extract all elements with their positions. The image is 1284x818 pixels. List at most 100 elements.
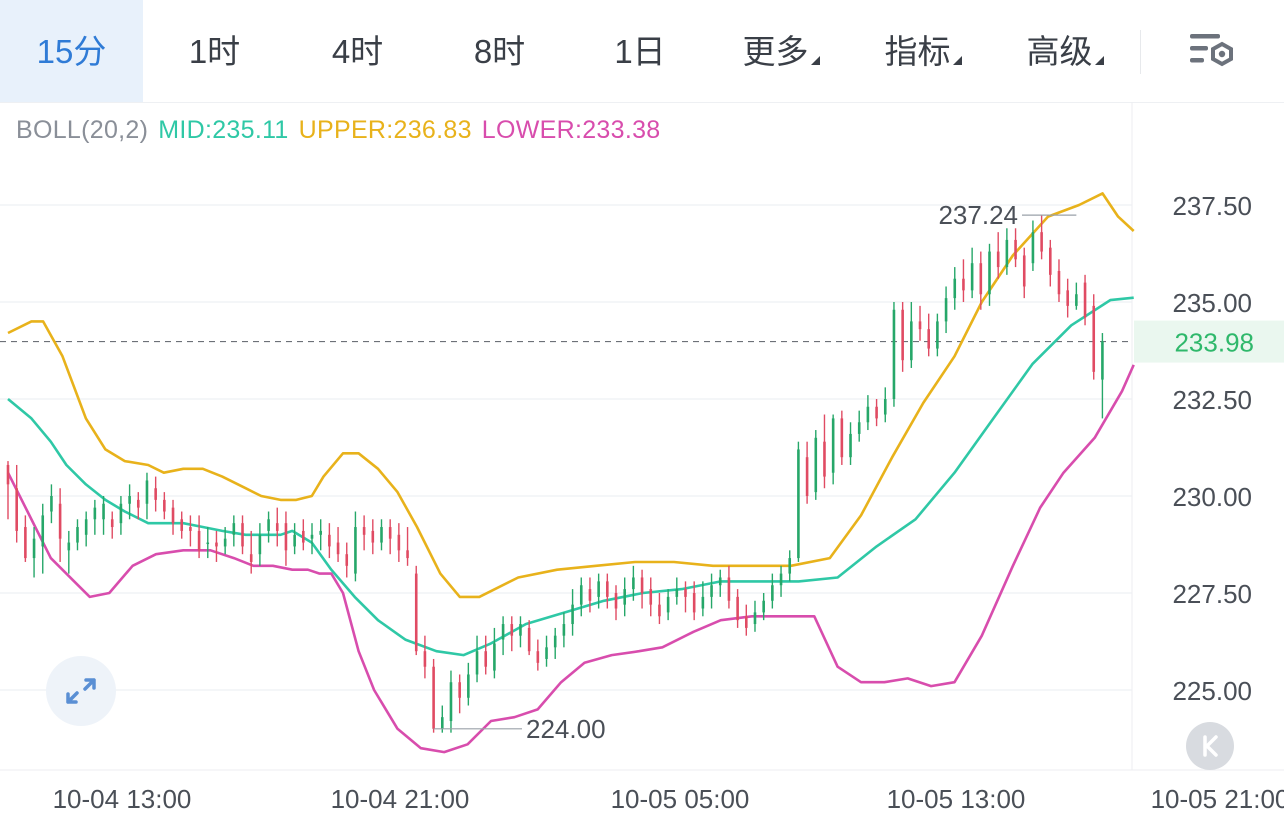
candle — [849, 422, 852, 465]
candle-body — [50, 496, 53, 512]
candle-body — [197, 530, 201, 551]
candle — [197, 515, 201, 559]
candle-body — [232, 523, 236, 535]
candle — [345, 542, 349, 578]
candle — [805, 441, 809, 504]
candle — [58, 488, 62, 562]
candle-body — [510, 624, 514, 636]
candle — [432, 658, 435, 733]
candle — [6, 461, 10, 520]
price-chart[interactable]: 237.24 224.00 237.50 235.00 232.50 230.00 227… — [0, 102, 1284, 818]
candle — [797, 441, 800, 562]
candle — [249, 530, 253, 574]
candle — [467, 662, 470, 706]
candle-body — [1066, 290, 1069, 306]
tab-8h[interactable]: 8时 — [473, 33, 526, 70]
candle — [380, 519, 383, 551]
candle-body — [267, 519, 270, 531]
candle — [901, 302, 904, 372]
scroll-to-latest-button[interactable] — [1186, 722, 1234, 770]
candle — [24, 515, 27, 562]
candle — [718, 569, 722, 597]
chart-settings-icon — [1190, 34, 1233, 67]
candle — [449, 670, 453, 733]
candle-body — [579, 585, 583, 605]
min-price-label: 224.00 — [526, 714, 606, 744]
candle-body — [180, 519, 184, 531]
tab-4h[interactable]: 4时 — [331, 33, 384, 70]
candle-body — [632, 577, 635, 590]
candle — [771, 573, 774, 609]
candle-body — [771, 585, 774, 601]
candle-body — [710, 585, 713, 597]
candle — [970, 247, 974, 299]
candle-body — [458, 682, 461, 698]
candle-body — [362, 527, 366, 535]
candle-body — [32, 538, 36, 559]
candle-body — [284, 523, 288, 551]
chart-settings-button[interactable] — [1170, 22, 1250, 82]
candle-body — [571, 604, 574, 625]
candle-body — [440, 717, 444, 729]
tab-indicators[interactable]: 指标 — [852, 0, 994, 102]
candle-body — [119, 503, 123, 524]
x-tick-label: 10-05 05:00 — [611, 784, 750, 814]
candle — [927, 313, 931, 357]
candle-body — [493, 643, 496, 671]
candle-body — [944, 298, 948, 322]
x-tick-label: 10-04 21:00 — [331, 784, 470, 814]
candle-body — [189, 527, 192, 531]
tab-more[interactable]: 更多 — [710, 0, 852, 102]
candle — [597, 573, 600, 609]
candle — [606, 573, 609, 609]
toolbar-divider — [1140, 30, 1141, 74]
boll-legend: BOLL(20,2) MID:235.11 UPPER:236.83 LOWER:23… — [16, 116, 670, 145]
candle — [953, 267, 957, 310]
candle-body — [110, 519, 114, 528]
candle-body — [249, 554, 253, 562]
candle — [354, 511, 357, 582]
candle — [571, 589, 574, 636]
candle-body — [380, 527, 383, 543]
candle-body — [1040, 232, 1043, 252]
candle — [814, 430, 818, 500]
x-tick-label: 10-05 13:00 — [887, 784, 1026, 814]
candle — [553, 627, 557, 659]
candle — [414, 565, 418, 656]
candle-body — [93, 507, 97, 520]
tab-advanced[interactable]: 高级 — [994, 0, 1136, 102]
candle-body — [519, 624, 522, 636]
candle — [310, 523, 314, 555]
candle-body — [1083, 282, 1087, 318]
candle-body — [805, 457, 809, 496]
candle — [840, 410, 844, 465]
tab-1d[interactable]: 1日 — [614, 33, 666, 70]
candle-body — [892, 309, 896, 399]
candle — [823, 414, 826, 489]
candle — [1057, 259, 1061, 302]
candle-body — [857, 422, 861, 434]
candle — [744, 604, 748, 636]
candle-body — [336, 542, 340, 555]
candle — [76, 519, 79, 551]
fullscreen-button[interactable] — [46, 656, 116, 726]
candle-body — [536, 651, 540, 663]
dropdown-caret-icon — [952, 56, 962, 65]
last-price-tag — [1134, 320, 1284, 363]
candle — [93, 499, 97, 535]
candle — [223, 527, 227, 555]
candle-body — [215, 542, 218, 547]
candle-body — [484, 651, 488, 667]
candle-body — [675, 589, 679, 597]
candle — [189, 515, 192, 547]
candle — [944, 286, 948, 334]
tab-15m[interactable]: 15分 — [0, 0, 143, 102]
candle-body — [1049, 247, 1052, 275]
candle-body — [649, 589, 653, 605]
x-tick-label: 10-04 13:00 — [53, 784, 192, 814]
candle — [501, 616, 505, 656]
candle — [180, 511, 184, 539]
candle — [440, 705, 444, 733]
candle — [293, 523, 296, 555]
tab-1h[interactable]: 1时 — [188, 33, 241, 70]
